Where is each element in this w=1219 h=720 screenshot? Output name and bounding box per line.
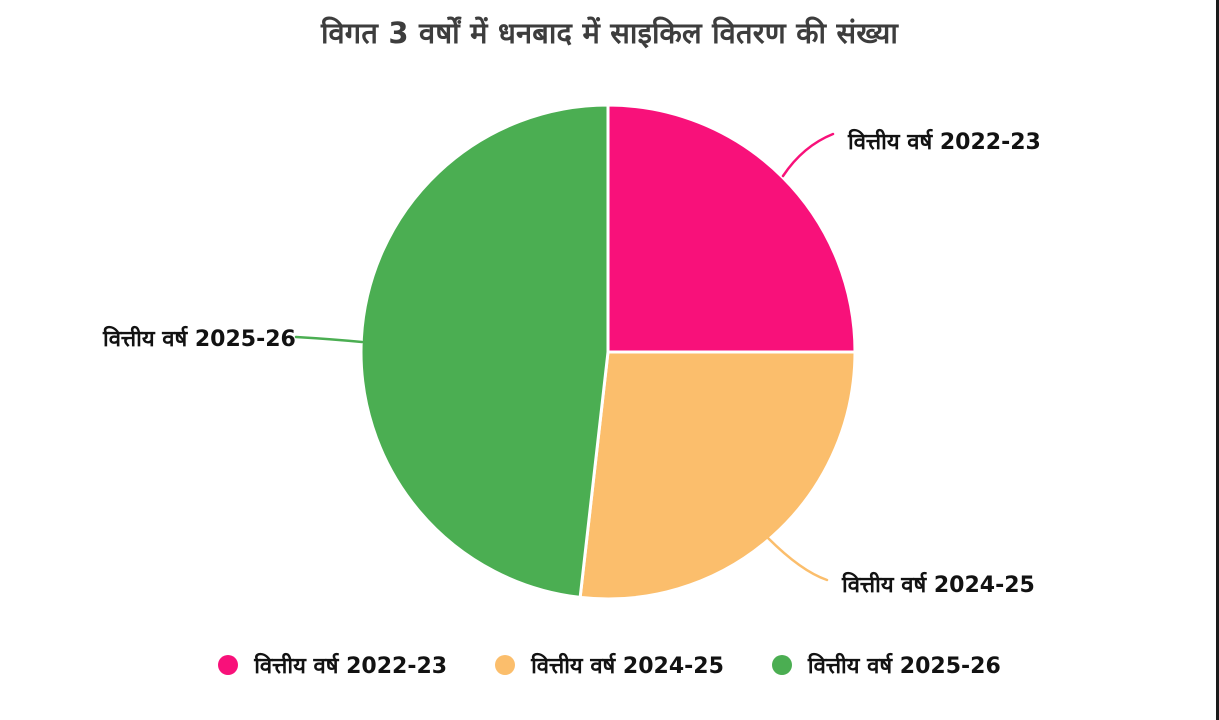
callout-label-2022-23: वित्तीय वर्ष 2022-23: [848, 130, 1041, 155]
pie-slice-2022-23[interactable]: [606, 103, 857, 354]
callout-label-2025-26: वित्तीय वर्ष 2025-26: [103, 327, 296, 352]
legend-marker-2022-23: [218, 655, 239, 675]
legend-item-2025-26[interactable]: वित्तीय वर्ष 2025-26: [771, 650, 1001, 680]
callout-leader-2025-26: [294, 335, 364, 344]
pie-slice-2024-25[interactable]: [578, 350, 857, 601]
chart-title: विगत 3 वर्षों में धनबाद में साइकिल वितरण…: [320, 16, 899, 50]
legend-label-2022-23: वित्तीय वर्ष 2022-23: [254, 654, 448, 679]
legend-item-2022-23[interactable]: वित्तीय वर्ष 2022-23: [218, 650, 447, 680]
screen-edge-line: [1216, 0, 1219, 720]
callout-leader-2022-23: [781, 132, 835, 178]
legend: वित्तीय वर्ष 2022-23 वित्तीय वर्ष 2024-2…: [0, 650, 1219, 680]
legend-label-2025-26: वित्तीय वर्ष 2025-26: [807, 654, 1001, 679]
legend-marker-2025-26: [771, 655, 792, 675]
legend-marker-2024-25: [495, 655, 516, 675]
legend-label-2024-25: वित्तीय वर्ष 2024-25: [531, 654, 724, 679]
legend-item-2024-25[interactable]: वित्तीय वर्ष 2024-25: [495, 650, 724, 680]
callout-leader-2024-25: [766, 536, 829, 582]
callout-label-2024-25: वित्तीय वर्ष 2024-25: [842, 573, 1035, 598]
pie-slice-2025-26[interactable]: [359, 103, 610, 599]
